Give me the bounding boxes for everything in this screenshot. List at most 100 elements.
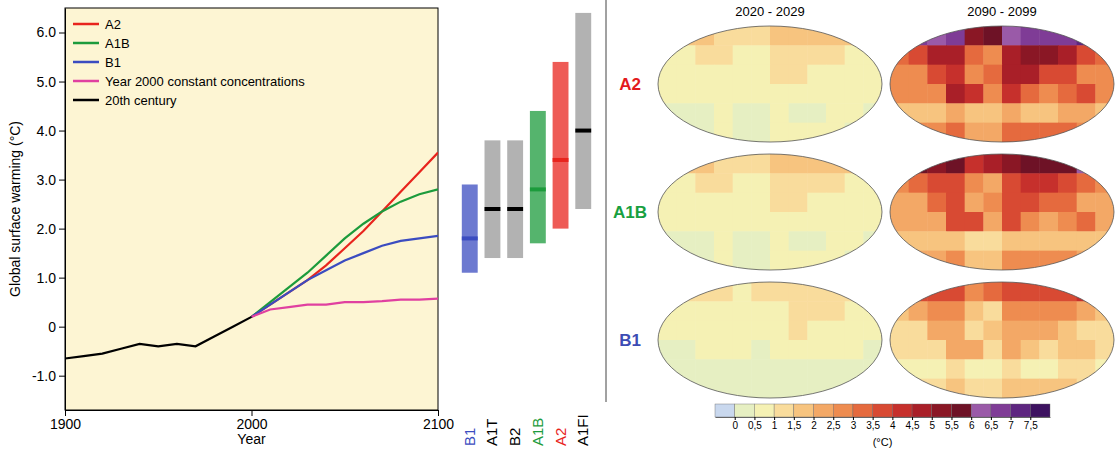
map-cell xyxy=(1058,379,1077,399)
map-cell xyxy=(677,359,696,379)
colorbar-cell xyxy=(932,404,952,417)
x-axis-title: Year xyxy=(237,431,266,447)
map-cell xyxy=(1021,65,1040,85)
map-cell xyxy=(677,282,696,302)
map-cell xyxy=(658,123,677,143)
colorbar-cell xyxy=(991,404,1011,417)
map-cell xyxy=(658,231,677,251)
map-cell xyxy=(1077,212,1096,232)
map-cell xyxy=(927,154,946,174)
map-cell xyxy=(807,123,826,143)
map-cell xyxy=(983,84,1002,104)
map-cell xyxy=(890,123,909,143)
map-cell xyxy=(1002,45,1021,65)
map-cell xyxy=(770,340,789,360)
map-cell xyxy=(826,251,845,271)
map-cell xyxy=(807,321,826,341)
map-cell xyxy=(770,359,789,379)
map-cell xyxy=(826,45,845,65)
map-cell xyxy=(1077,26,1096,46)
map-cell xyxy=(695,173,714,193)
tick: 1.0 xyxy=(37,270,65,286)
map-cell xyxy=(1002,212,1021,232)
map-cell xyxy=(770,45,789,65)
map-cell xyxy=(1095,65,1114,85)
row-title: B1 xyxy=(619,331,641,350)
tick: 2.0 xyxy=(37,221,65,237)
axis-line xyxy=(716,417,1051,418)
map-cell xyxy=(927,65,946,85)
legend-swatch xyxy=(73,23,99,26)
map-cell xyxy=(695,123,714,143)
map-cell xyxy=(946,45,965,65)
map-cell xyxy=(807,379,826,399)
range-bar xyxy=(575,13,591,209)
best-estimate xyxy=(485,207,501,211)
map-cell xyxy=(946,231,965,251)
map-outline xyxy=(890,154,1114,270)
map-outline xyxy=(658,26,882,142)
map-cell xyxy=(695,231,714,251)
tick: 2100 xyxy=(423,410,454,432)
tick-label: 0,5 xyxy=(748,420,762,431)
colorbar-cell xyxy=(971,404,991,417)
map-cell xyxy=(1039,154,1058,174)
map-cell xyxy=(946,321,965,341)
map-cell xyxy=(890,231,909,251)
map-cell xyxy=(770,103,789,123)
map-cell xyxy=(845,65,864,85)
map-cell xyxy=(789,45,808,65)
map-cell xyxy=(845,301,864,321)
colorbar-cell xyxy=(774,404,794,417)
tick: 1,5 xyxy=(787,417,801,431)
map-cell xyxy=(946,251,965,271)
map-cell xyxy=(658,340,677,360)
map-cell xyxy=(1021,231,1040,251)
colorbar-cell xyxy=(892,404,912,417)
map-cell xyxy=(677,212,696,232)
map-cell xyxy=(927,123,946,143)
tick-mark xyxy=(59,278,65,279)
map-cell xyxy=(1058,340,1077,360)
colorbar-cell xyxy=(951,404,971,417)
tick-label: 1900 xyxy=(50,416,81,432)
map-panel xyxy=(890,282,1115,399)
map-cell xyxy=(965,231,984,251)
map-cell xyxy=(965,301,984,321)
map-cell xyxy=(807,65,826,85)
plot-background xyxy=(65,8,438,410)
map-cell xyxy=(1039,123,1058,143)
map-cell xyxy=(751,123,770,143)
map-cell xyxy=(863,282,882,302)
map-cell xyxy=(863,212,882,232)
tick: 3.0 xyxy=(37,172,65,188)
tick-label: 2100 xyxy=(423,416,454,432)
map-cell xyxy=(983,26,1002,46)
tick-mark xyxy=(59,180,65,181)
map-cell xyxy=(890,212,909,232)
tick: 6.0 xyxy=(37,24,65,40)
map-cell xyxy=(826,340,845,360)
category-label: A1T xyxy=(483,418,500,446)
map-cell xyxy=(789,301,808,321)
map-cell xyxy=(733,231,752,251)
legend-swatch xyxy=(73,61,99,64)
map-cell xyxy=(714,173,733,193)
map-outline xyxy=(890,282,1114,398)
map-cell xyxy=(863,45,882,65)
figure: 6.05.04.03.02.01.00-1.0190020002100Globa… xyxy=(0,0,1119,450)
map-cell xyxy=(677,154,696,174)
map-cell xyxy=(890,193,909,213)
map-cell xyxy=(983,103,1002,123)
map-cell xyxy=(1077,103,1096,123)
map-cell xyxy=(1077,65,1096,85)
map-cell xyxy=(1002,154,1021,174)
map-cell xyxy=(946,84,965,104)
map-cell xyxy=(983,173,1002,193)
map-cell xyxy=(946,212,965,232)
map-cell xyxy=(826,84,845,104)
map-cell xyxy=(1002,379,1021,399)
best-estimate xyxy=(575,129,591,133)
map-cell xyxy=(1077,84,1096,104)
map-cell xyxy=(658,173,677,193)
